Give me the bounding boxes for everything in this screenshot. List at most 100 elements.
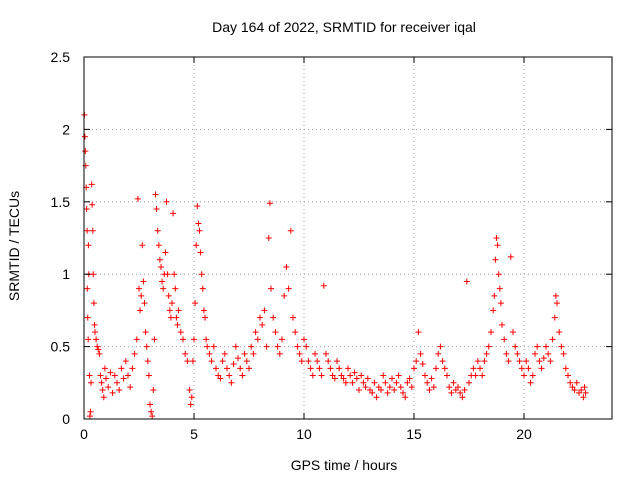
data-point <box>274 343 281 350</box>
data-point <box>84 227 91 234</box>
data-point <box>189 358 196 365</box>
data-point <box>118 365 125 372</box>
data-point <box>206 350 213 357</box>
data-point <box>441 365 448 372</box>
data-point <box>497 300 504 307</box>
data-point <box>159 278 166 285</box>
data-point <box>91 321 98 328</box>
data-point <box>268 285 274 292</box>
data-point <box>444 372 450 379</box>
data-point <box>167 314 174 321</box>
data-point <box>116 387 123 394</box>
data-point <box>151 336 158 343</box>
data-point <box>428 375 435 382</box>
data-point <box>503 350 510 357</box>
data-point <box>532 350 538 357</box>
data-point <box>516 358 523 365</box>
data-point <box>562 365 569 372</box>
data-point <box>103 375 109 382</box>
data-point <box>109 389 116 396</box>
data-point <box>538 365 545 372</box>
data-point <box>193 242 200 249</box>
data-point <box>340 375 347 382</box>
data-point <box>378 387 384 394</box>
data-point <box>446 384 453 391</box>
y-tick-label: 2 <box>62 121 70 137</box>
x-tick-label: 0 <box>80 426 88 442</box>
data-point <box>560 350 567 357</box>
data-point <box>389 375 395 382</box>
chart-title: Day 164 of 2022, SRMTID for receiver iqa… <box>212 19 476 35</box>
data-point <box>191 336 197 343</box>
data-point <box>384 389 391 396</box>
data-point <box>426 387 433 394</box>
data-point <box>154 227 161 234</box>
data-point <box>160 285 167 292</box>
data-point <box>353 375 360 382</box>
data-point <box>87 408 94 415</box>
data-point <box>545 350 552 357</box>
data-point <box>534 343 541 350</box>
data-point <box>204 343 211 350</box>
data-point <box>549 336 556 343</box>
data-point <box>142 329 149 336</box>
data-point <box>490 307 497 314</box>
data-point <box>138 292 145 299</box>
data-point <box>360 379 367 386</box>
data-point <box>182 350 189 357</box>
data-point <box>525 365 532 372</box>
data-point <box>134 195 141 202</box>
data-point <box>276 350 283 357</box>
y-tick-label: 0 <box>62 411 70 427</box>
data-point <box>85 336 92 343</box>
data-point <box>164 271 171 278</box>
data-point <box>578 387 585 394</box>
data-point <box>83 206 90 213</box>
data-point <box>219 358 226 365</box>
data-point <box>290 314 296 321</box>
data-point <box>450 379 457 386</box>
data-point <box>155 242 162 249</box>
data-point <box>192 300 199 307</box>
data-point <box>435 350 442 357</box>
data-point <box>152 191 159 198</box>
data-point <box>518 365 525 372</box>
x-tick-label: 5 <box>190 426 198 442</box>
data-point <box>145 372 152 379</box>
data-point <box>527 379 534 386</box>
y-tick-label: 2.5 <box>51 49 71 65</box>
data-point <box>479 372 486 379</box>
data-point <box>200 307 207 314</box>
data-point <box>226 372 233 379</box>
data-point <box>228 379 235 386</box>
data-point <box>552 292 559 299</box>
data-point <box>82 148 89 155</box>
data-point <box>510 329 516 336</box>
data-point <box>107 369 114 376</box>
data-point <box>499 321 505 328</box>
data-point <box>239 372 246 379</box>
x-tick-label: 20 <box>516 426 532 442</box>
data-point <box>554 300 560 307</box>
data-point <box>430 384 437 391</box>
data-point <box>149 413 156 420</box>
data-point <box>163 198 170 205</box>
data-point <box>105 384 112 391</box>
data-point <box>254 336 261 343</box>
data-point <box>457 389 464 396</box>
data-point <box>402 394 409 401</box>
data-point <box>417 350 424 357</box>
data-point <box>86 372 93 379</box>
data-point <box>470 365 477 372</box>
data-point <box>373 394 380 401</box>
data-point <box>582 389 589 396</box>
data-point <box>371 379 378 386</box>
data-point <box>362 384 369 391</box>
data-point <box>136 285 142 292</box>
data-point <box>316 365 323 372</box>
data-point <box>439 358 446 365</box>
data-point <box>230 360 237 367</box>
data-point <box>466 379 472 386</box>
